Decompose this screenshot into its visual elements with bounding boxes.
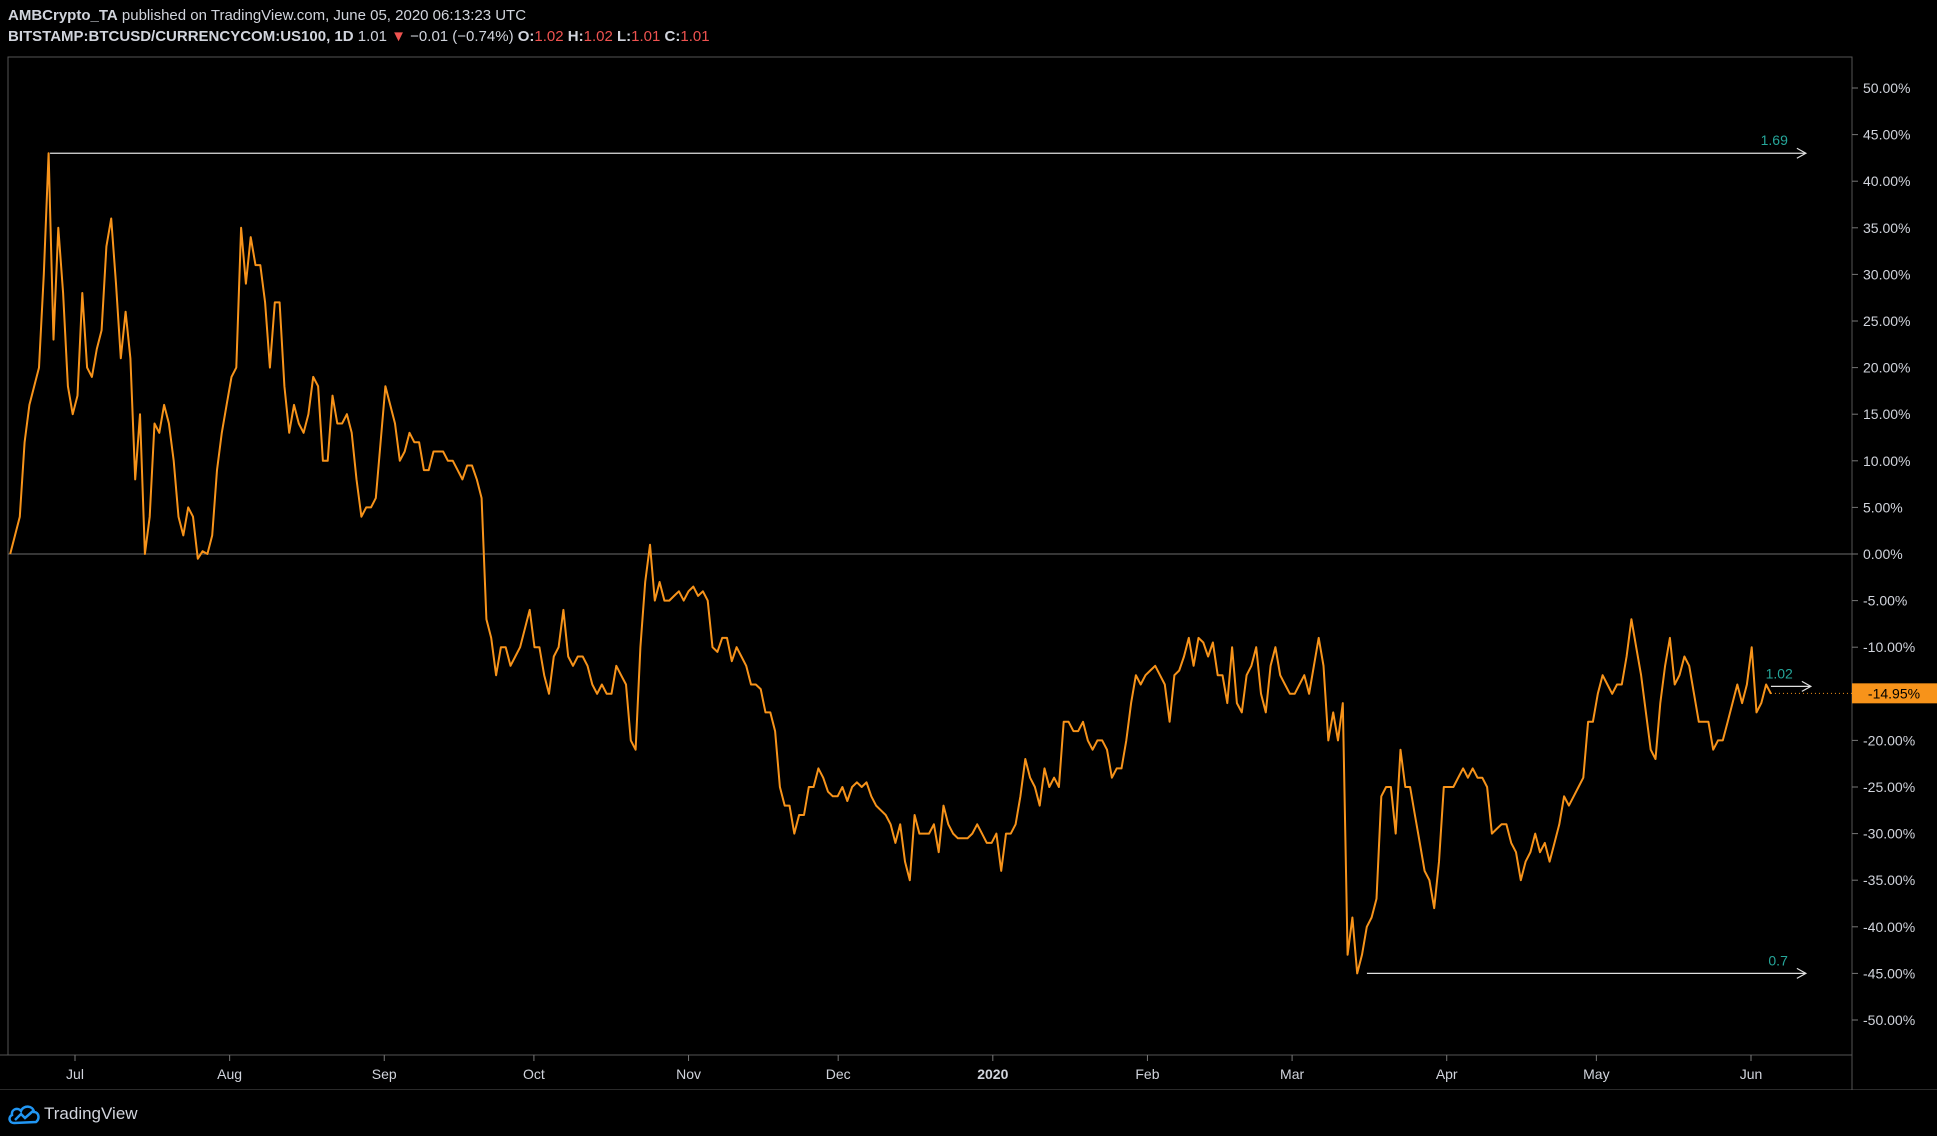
y-tick-label: -45.00%: [1863, 965, 1915, 981]
time-axis[interactable]: Jul Aug Sep Oct Nov Dec 2020 Feb Mar Apr May Jun: [66, 1055, 1762, 1082]
price-chart[interactable]: 50.00% 45.00% 40.00% 35.00% 30.00% 25.00% 20.0…: [0, 0, 1937, 1090]
open-label: O:: [517, 28, 535, 45]
price-tag-box: [1852, 683, 1937, 704]
x-tick-label: Aug: [217, 1066, 242, 1082]
y-tick-label: -10.00%: [1863, 639, 1915, 655]
plot-border: [7, 56, 1853, 1056]
high-value: 1.02: [583, 28, 613, 45]
price-series-line: [9, 152, 1772, 975]
x-tick-label: Oct: [523, 1066, 545, 1082]
x-tick-label: Dec: [826, 1066, 851, 1082]
y-tick-label: 30.00%: [1863, 266, 1910, 282]
series-group: [9, 152, 1772, 975]
last-value: 1.01: [357, 28, 387, 45]
current-price-tag: -14.95%: [1770, 683, 1937, 704]
level-label: 0.7: [1768, 952, 1788, 968]
published-info: published on TradingView.com, June 05, 2…: [121, 7, 527, 24]
x-tick-label: Jun: [1740, 1066, 1763, 1082]
x-tick-label: 2020: [977, 1066, 1008, 1082]
change-value: −0.01 (−0.74%): [410, 28, 514, 45]
y-tick-label: 15.00%: [1863, 406, 1910, 422]
low-label: L:: [617, 28, 632, 45]
price-axis[interactable]: 50.00% 45.00% 40.00% 35.00% 30.00% 25.00% 20.0…: [1852, 80, 1915, 1028]
symbol-label[interactable]: BITSTAMP:BTCUSD/CURRENCYCOM:US100, 1D: [8, 28, 354, 45]
x-tick-label: Sep: [372, 1066, 397, 1082]
y-tick-label: -35.00%: [1863, 872, 1915, 888]
brand-name: TradingView: [44, 1104, 138, 1123]
down-triangle-icon: ▼: [391, 28, 406, 45]
chart-header-line1: AMBCrypto_TA published on TradingView.co…: [8, 7, 526, 25]
y-tick-label: 10.00%: [1863, 453, 1910, 469]
x-tick-label: Apr: [1436, 1066, 1458, 1082]
y-tick-label: -20.00%: [1863, 732, 1915, 748]
author-name[interactable]: AMBCrypto_TA: [8, 7, 118, 24]
y-tick-label: -30.00%: [1863, 826, 1915, 842]
y-tick-label: 40.00%: [1863, 173, 1910, 189]
close-value: 1.01: [680, 28, 710, 45]
x-tick-label: Nov: [676, 1066, 701, 1082]
y-tick-label: -5.00%: [1863, 593, 1907, 609]
x-tick-label: Jul: [66, 1066, 84, 1082]
chart-header-line2: BITSTAMP:BTCUSD/CURRENCYCOM:US100, 1D 1.…: [8, 28, 710, 46]
level-label: 1.02: [1766, 665, 1793, 681]
open-value: 1.02: [534, 28, 564, 45]
y-tick-label: 0.00%: [1863, 546, 1903, 562]
arrow-head-icon: [1796, 967, 1808, 979]
footer: [0, 1090, 1937, 1136]
level-label: 1.69: [1761, 132, 1788, 148]
y-tick-label: 50.00%: [1863, 80, 1910, 96]
y-tick-label: 20.00%: [1863, 360, 1910, 376]
y-tick-label: -25.00%: [1863, 779, 1915, 795]
cloud-icon: [8, 1105, 40, 1125]
y-tick-label: -40.00%: [1863, 919, 1915, 935]
y-tick-label: 25.00%: [1863, 313, 1910, 329]
x-tick-label: May: [1583, 1066, 1609, 1082]
price-tag-label: -14.95%: [1868, 685, 1920, 701]
level-annotations: 1.69 1.02 0.7: [50, 132, 1813, 979]
y-tick-label: -50.00%: [1863, 1012, 1915, 1028]
y-tick-label: 45.00%: [1863, 127, 1910, 143]
y-tick-label: 35.00%: [1863, 220, 1910, 236]
low-value: 1.01: [631, 28, 661, 45]
tradingview-logo[interactable]: TradingView: [8, 1103, 138, 1125]
y-tick-label: 5.00%: [1863, 499, 1903, 515]
arrow-head-icon: [1796, 147, 1808, 159]
high-label: H:: [567, 28, 584, 45]
x-tick-label: Feb: [1135, 1066, 1159, 1082]
close-label: C:: [664, 28, 681, 45]
chart-frame: [0, 56, 1937, 1090]
x-tick-label: Mar: [1280, 1066, 1304, 1082]
arrow-head-icon: [1801, 680, 1813, 692]
